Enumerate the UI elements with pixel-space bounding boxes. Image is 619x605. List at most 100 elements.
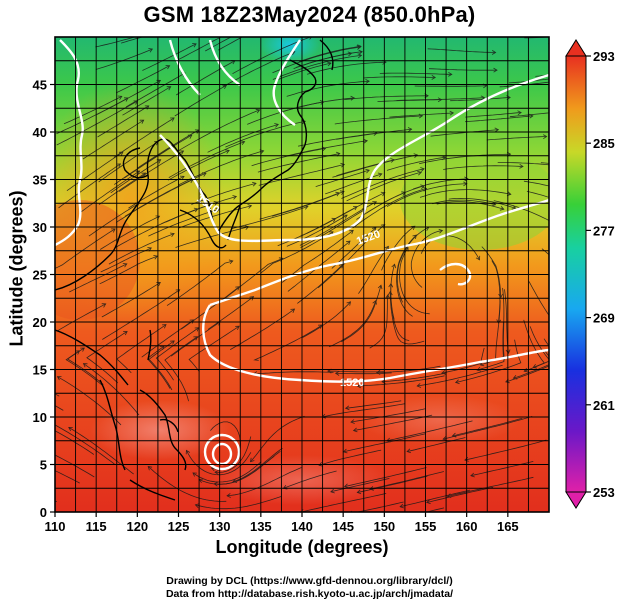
- y-tick-label: 40: [33, 125, 47, 140]
- colorbar-tick-label: 269: [593, 311, 615, 326]
- streamline: [207, 296, 254, 330]
- streamline-arrow: [358, 49, 363, 55]
- streamline-arrow: [350, 419, 355, 424]
- streamline: [390, 264, 395, 320]
- streamline: [428, 68, 498, 71]
- streamline: [381, 372, 446, 383]
- streamline-arrow: [349, 229, 354, 235]
- streamline: [57, 376, 122, 426]
- streamline: [277, 62, 331, 81]
- colorbar: 293 285 277 269 261 253: [565, 39, 615, 509]
- streamline-arrow: [185, 449, 191, 455]
- streamline: [386, 156, 446, 171]
- streamline-arrow: [318, 462, 323, 467]
- streamline-arrow: [225, 149, 230, 154]
- map-grid: [55, 37, 549, 512]
- streamline-arrow: [321, 146, 327, 152]
- streamline: [447, 476, 534, 497]
- streamline-arrow: [464, 176, 469, 182]
- streamline-arrow: [80, 347, 85, 352]
- streamline-arrow: [587, 287, 591, 291]
- streamline-arrow: [228, 259, 234, 265]
- streamline: [214, 436, 252, 473]
- streamline: [363, 76, 436, 79]
- streamline: [327, 370, 384, 373]
- streamline-arrow: [519, 163, 524, 169]
- streamline-arrow: [441, 370, 446, 375]
- streamline-arrow: [330, 488, 335, 494]
- streamline-arrow: [590, 214, 594, 218]
- streamline-arrow: [116, 163, 122, 168]
- streamline: [177, 109, 260, 152]
- x-tick-label: 150: [373, 519, 395, 534]
- streamline-arrow: [235, 325, 240, 330]
- streamline-arrow: [387, 290, 393, 296]
- streamline-arrow: [118, 151, 124, 156]
- streamline: [122, 86, 171, 116]
- streamline-arrow: [123, 97, 129, 102]
- streamline-arrow: [309, 37, 313, 40]
- streamline: [259, 192, 340, 220]
- y-axis-ticks: 0 5 10 15 20 25 30 35 40 45: [33, 78, 55, 520]
- streamline: [513, 349, 549, 379]
- streamline: [147, 345, 173, 391]
- streamline-arrow: [165, 65, 171, 70]
- streamline: [286, 80, 370, 97]
- streamline-arrow: [390, 158, 395, 163]
- credit-data-source: Data from http://database.rish.kyoto-u.a…: [165, 588, 454, 600]
- streamline: [69, 263, 127, 293]
- streamline: [258, 164, 345, 186]
- streamline: [257, 153, 340, 173]
- streamline: [357, 375, 445, 387]
- streamline: [341, 168, 425, 199]
- y-tick-label: 5: [40, 458, 47, 473]
- streamline-arrow: [344, 405, 350, 411]
- streamline-arrow: [499, 206, 505, 211]
- x-tick-label: 130: [209, 519, 231, 534]
- streamline: [389, 291, 425, 345]
- streamline-arrow: [420, 167, 425, 172]
- streamline: [344, 467, 427, 487]
- streamline: [175, 37, 222, 62]
- streamline-arrow: [418, 113, 424, 119]
- streamline: [56, 97, 129, 135]
- streamline: [505, 338, 549, 383]
- streamline-arrow: [350, 95, 355, 101]
- streamline-arrow: [413, 153, 419, 158]
- streamline: [486, 136, 547, 141]
- streamline-arrow: [111, 228, 116, 233]
- streamline: [95, 48, 153, 70]
- streamline-arrow: [139, 119, 145, 124]
- streamline-arrow: [369, 486, 374, 491]
- streamline-arrow: [416, 383, 422, 388]
- streamline: [55, 405, 64, 411]
- streamline: [115, 65, 170, 94]
- streamline-arrow: [240, 140, 246, 146]
- streamline-arrow: [377, 172, 383, 178]
- streamline: [526, 190, 549, 198]
- streamline: [407, 437, 466, 452]
- streamline-arrow: [231, 29, 235, 33]
- streamline-arrow: [192, 472, 197, 477]
- streamline: [174, 85, 227, 117]
- streamline-arrow: [448, 71, 453, 77]
- streamline: [414, 85, 487, 87]
- x-tick-label: 160: [456, 519, 478, 534]
- streamline-arrow: [256, 5, 260, 9]
- streamline: [523, 319, 545, 368]
- streamline: [298, 45, 362, 63]
- streamline: [465, 115, 533, 123]
- streamline: [116, 324, 167, 374]
- contour-label-1520-b: 1520: [340, 377, 364, 389]
- streamline-arrow: [272, 13, 276, 17]
- streamline: [443, 416, 533, 440]
- streamline-arrow: [372, 201, 377, 206]
- streamline-arrow: [588, 30, 592, 34]
- streamline: [419, 189, 511, 198]
- streamline-arrow: [365, 168, 370, 174]
- streamline-arrow: [101, 303, 107, 308]
- x-tick-label: 145: [332, 519, 354, 534]
- streamline: [396, 97, 485, 101]
- streamline-arrow: [153, 255, 159, 260]
- streamline: [352, 188, 427, 229]
